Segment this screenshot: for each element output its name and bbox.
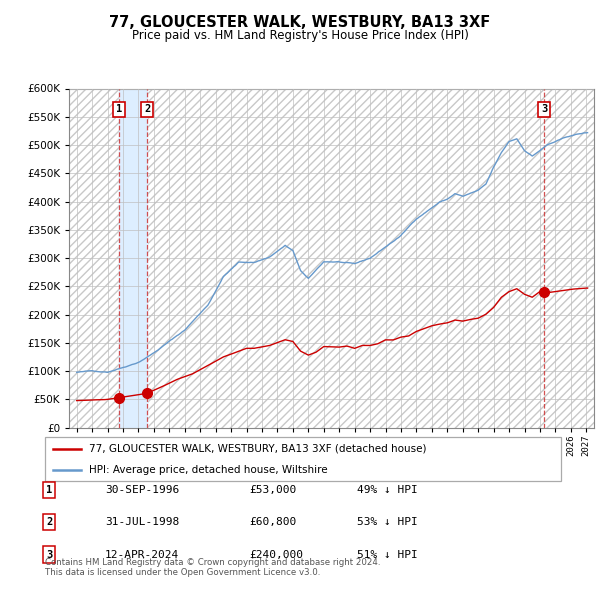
Text: £53,000: £53,000 — [249, 485, 296, 494]
Text: 1: 1 — [46, 485, 52, 494]
Text: 53% ↓ HPI: 53% ↓ HPI — [357, 517, 418, 527]
Text: 77, GLOUCESTER WALK, WESTBURY, BA13 3XF: 77, GLOUCESTER WALK, WESTBURY, BA13 3XF — [109, 15, 491, 30]
Text: £60,800: £60,800 — [249, 517, 296, 527]
Text: 3: 3 — [541, 104, 547, 114]
Text: HPI: Average price, detached house, Wiltshire: HPI: Average price, detached house, Wilt… — [89, 465, 328, 475]
Text: 77, GLOUCESTER WALK, WESTBURY, BA13 3XF (detached house): 77, GLOUCESTER WALK, WESTBURY, BA13 3XF … — [89, 444, 427, 454]
Text: 2: 2 — [145, 104, 151, 114]
Text: 30-SEP-1996: 30-SEP-1996 — [105, 485, 179, 494]
Text: 3: 3 — [46, 550, 52, 559]
Text: 2: 2 — [46, 517, 52, 527]
Text: 1: 1 — [116, 104, 122, 114]
Text: £240,000: £240,000 — [249, 550, 303, 559]
Text: 31-JUL-1998: 31-JUL-1998 — [105, 517, 179, 527]
Text: 49% ↓ HPI: 49% ↓ HPI — [357, 485, 418, 494]
Text: 51% ↓ HPI: 51% ↓ HPI — [357, 550, 418, 559]
Bar — [119, 88, 148, 428]
FancyBboxPatch shape — [45, 437, 561, 481]
Text: 12-APR-2024: 12-APR-2024 — [105, 550, 179, 559]
Text: Contains HM Land Registry data © Crown copyright and database right 2024.
This d: Contains HM Land Registry data © Crown c… — [45, 558, 380, 577]
Text: Price paid vs. HM Land Registry's House Price Index (HPI): Price paid vs. HM Land Registry's House … — [131, 30, 469, 42]
